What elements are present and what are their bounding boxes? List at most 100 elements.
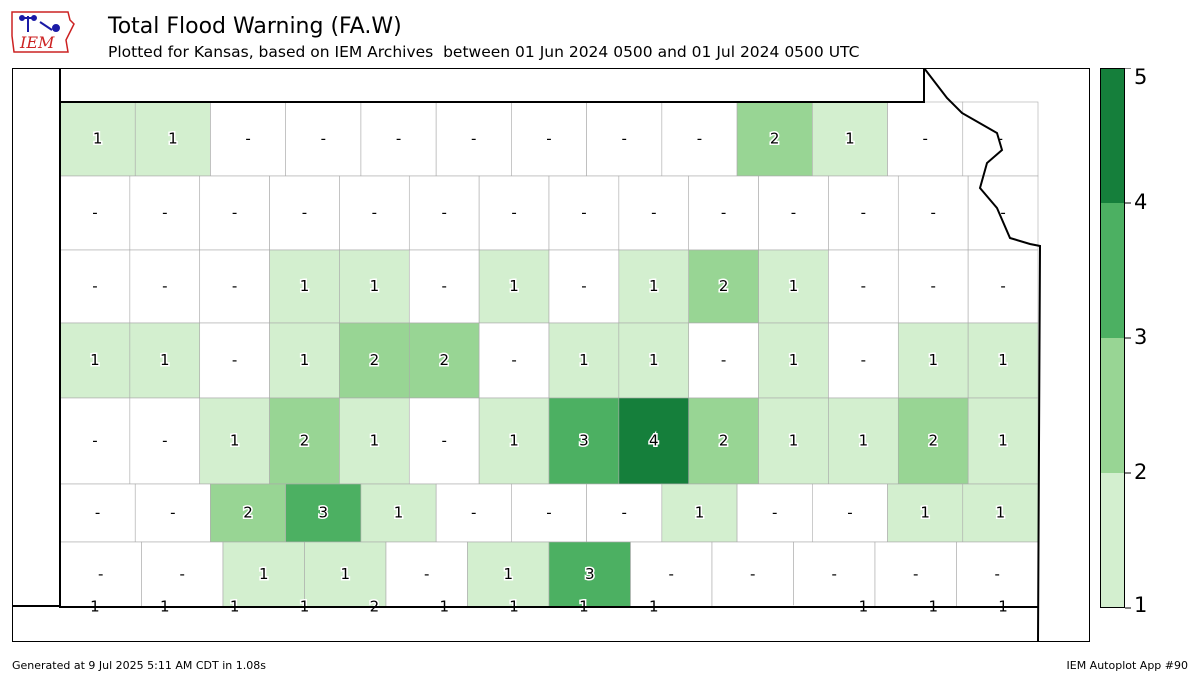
county-value-label: 1 [509,432,519,450]
county-cell [897,397,969,485]
county-value-label: - [92,432,97,450]
autoplot-app-id: IEM Autoplot App #90 [1066,659,1189,672]
county-value-label: - [998,130,1003,148]
county-cell [962,483,1039,543]
county-value-label: 3 [319,504,329,522]
county-value-label: - [245,130,250,148]
kansas-state-border [12,68,1042,642]
county-value-label: 2 [300,432,310,450]
county-value-label: 1 [93,130,103,148]
iem-logo: IEM [11,11,75,53]
county-cell [59,541,142,608]
legend-ticks: 1 2 3 4 5 [1125,68,1147,617]
county-value-label: 2 [243,504,253,522]
county-cell [478,175,550,251]
county-cell [339,397,410,485]
county-value-label: - [98,565,103,583]
county-value-label: 1 [998,351,1008,369]
county-value-label: - [1000,277,1005,295]
county-cell [828,397,899,485]
county-value-label: 1 [579,351,589,369]
county-cell [630,541,713,608]
county-cell [586,483,663,543]
county-value-label: - [471,504,476,522]
county-value-label: 1 [789,277,799,295]
county-value-label: 1 [300,277,310,295]
county-value-label: 1 [859,432,869,450]
county-cell [688,175,759,251]
county-cell [618,249,690,324]
kansas-county-map: 1 1 - - - - - - - 2 1 - - - - - - - - - - - - - - - - - - - 1 1 - 1 - 1 2 1 - -… [12,68,1090,642]
county-cell [199,175,270,251]
county-value-label: 3 [585,565,595,583]
county-value-label: - [931,277,936,295]
legend-tick-label: 1 [1134,593,1147,617]
county-cell [385,541,468,608]
county-value-label: - [442,277,447,295]
county-value-label: 1 [90,351,100,369]
county-cell [134,101,211,177]
county-cell [129,322,201,399]
county-value-label: 1 [160,351,170,369]
county-cell [688,397,759,485]
county-value-label: 1 [230,432,240,450]
county-cell [548,175,620,251]
county-cell [828,175,899,251]
county-cell [736,483,813,543]
legend-frame [1100,68,1125,608]
county-cell [586,101,663,177]
county-cell [339,175,410,251]
county-value-label: 1 [300,351,310,369]
county-cell [408,249,480,324]
county-cell [269,397,340,485]
county-value-label: 2 [928,432,938,450]
county-cell [758,175,829,251]
county-value-label: 1 [695,504,705,522]
county-cell [897,322,969,399]
county-value-label: - [697,130,702,148]
county-cell [758,397,829,485]
legend-bin-2 [1100,338,1125,473]
county-cell [210,101,286,177]
county-value-label: - [232,204,237,222]
county-value-label: - [622,130,627,148]
iowa-outline-icon [11,11,75,53]
county-cell [828,322,899,399]
county-cell [478,397,550,485]
county-layer: 1 1 - - - - - - - 2 1 - - - - - - - - - - - - - - - - - - - 1 1 - 1 - 1 2 1 - -… [59,101,1039,617]
county-value-label: - [861,351,866,369]
county-value-label: 1 [340,565,350,583]
county-value-label: 1 [789,351,799,369]
county-value-label: - [847,504,852,522]
county-value-label: 2 [719,432,729,450]
county-value-label: 1 [503,565,513,583]
county-value-label: - [511,204,516,222]
county-value-label: - [651,204,656,222]
county-value-label: - [546,504,551,522]
county-value-label: - [95,504,100,522]
county-cell [962,101,1039,177]
county-cell [478,322,550,399]
county-cell [812,483,888,543]
county-cell [269,175,340,251]
county-cell [478,249,550,324]
legend-bin-3 [1100,203,1125,338]
county-cell [812,101,888,177]
county-value-label: - [721,204,726,222]
county-cell [688,322,759,399]
county-cell [408,175,480,251]
legend-tick-label: 5 [1134,68,1147,89]
county-value-label: - [180,565,185,583]
county-cell [887,101,964,177]
county-cell [967,397,1039,485]
legend-bin-4 [1100,68,1125,203]
county-cell [967,322,1039,399]
legend-tick-label: 3 [1134,325,1147,349]
county-value-label: 1 [845,130,855,148]
county-cell [956,541,1039,608]
county-cell [793,541,876,608]
county-cell [548,541,631,608]
county-value-label: 1 [789,432,799,450]
county-cell [285,483,362,543]
county-cell [134,483,211,543]
